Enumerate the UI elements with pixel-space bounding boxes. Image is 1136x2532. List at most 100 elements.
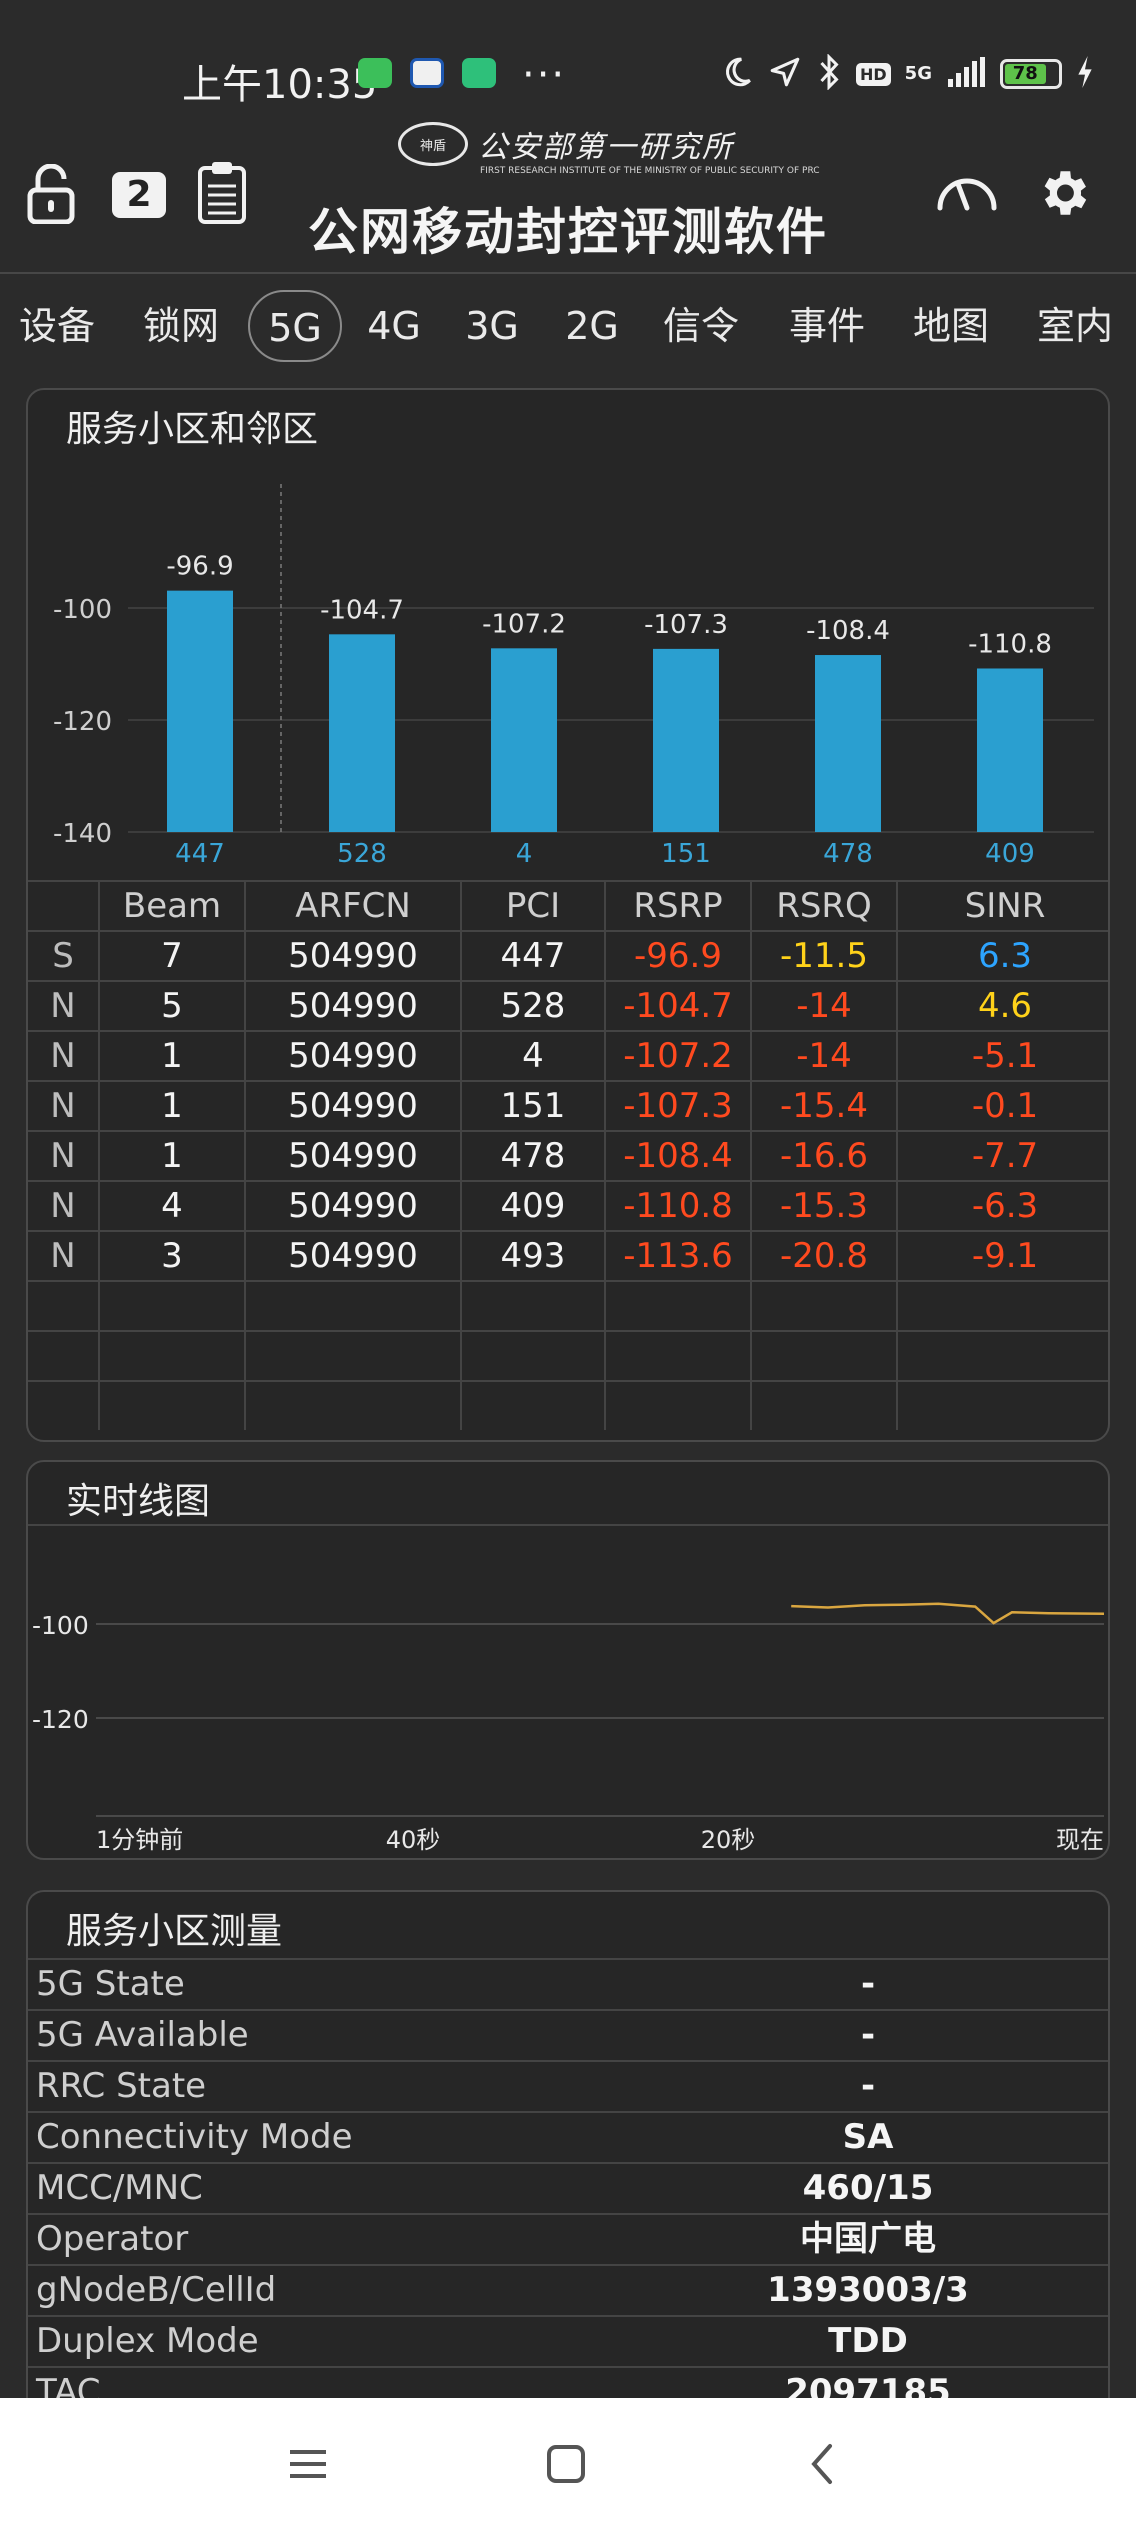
sim-badge-number: 2 [126,174,152,215]
table-row [28,1380,1108,1430]
measurement-value: - [860,2066,876,2106]
home-icon[interactable] [536,2434,596,2494]
sinr-cell: 4.6 [896,982,1108,1030]
serving-cell-measurement-panel: 服务小区测量 5G State - 5G Available - RRC State - C… [26,1890,1110,2410]
rsrp-cell: -107.3 [604,1082,750,1130]
rsrq-cell [750,1282,896,1330]
sinr-cell [896,1282,1108,1330]
column-header: RSRP [604,882,750,930]
status-icons: HD 5G 78 [720,50,1094,98]
measurement-value: TDD [828,2321,908,2361]
measurement-row: RRC State - [28,2060,1108,2111]
battery-level: 78 [1004,64,1046,84]
more-notifications-icon: ··· [522,52,567,98]
beam-cell: 1 [98,1132,244,1180]
tab-4g[interactable]: 4G [367,304,421,348]
rsrq-cell: -11.5 [750,932,896,980]
sinr-cell [896,1332,1108,1380]
clipboard-icon[interactable] [196,160,248,228]
measurement-value: - [860,2015,876,2055]
rsrq-cell: -15.4 [750,1082,896,1130]
arfcn-cell [244,1282,460,1330]
app-icon [410,58,444,88]
beam-cell [98,1332,244,1380]
back-icon[interactable] [794,2434,854,2494]
rank-cell: N [50,1236,76,1276]
y-tick-label: -120 [53,707,112,737]
x-tick-label: 现在 [1056,1826,1104,1854]
table-header-row: Beam ARFCN PCI RSRP RSRQ SINR [28,880,1108,930]
bar-value-label: -104.7 [320,595,404,625]
menu-icon[interactable] [278,2434,338,2494]
measurement-row: Duplex Mode TDD [28,2315,1108,2366]
rank-cell: N [50,986,76,1026]
gear-icon[interactable] [1034,164,1092,226]
column-header: ARFCN [244,882,460,930]
status-bar: 上午10:35 ··· HD 5G 78 [0,0,1136,140]
pci-cell [460,1282,604,1330]
rank-cell: N [50,1136,76,1176]
measurement-value: SA [842,2117,894,2157]
arfcn-cell [244,1332,460,1380]
pci-label: 4 [516,839,533,869]
beam-cell: 5 [98,982,244,1030]
tab-indoor[interactable]: 室内 [1036,304,1113,348]
tab-2g[interactable]: 2G [565,304,619,348]
measurement-label: Operator [36,2219,189,2259]
rsrp-bar [329,634,395,832]
table-row: S 7 504990 447 -96.9 -11.5 6.3 [28,930,1108,980]
pci-cell: 4 [460,1032,604,1080]
realtime-line-chart: -100 -120 1分钟前 40秒 20秒 现在 [28,1524,1108,1858]
y-tick-label: -120 [32,1705,89,1734]
arfcn-cell [244,1382,460,1430]
measurement-label: Duplex Mode [36,2321,259,2361]
table-row: N 1 504990 151 -107.3 -15.4 -0.1 [28,1080,1108,1130]
tab-bar: 设备 锁网 5G 4G 3G 2G 信令 事件 地图 室内 [0,290,1136,364]
x-tick-label: 40秒 [386,1826,441,1854]
wechat-icon [358,58,392,88]
y-tick-label: -100 [32,1611,89,1640]
y-tick-label: -140 [53,819,112,849]
signal-icon [946,57,986,91]
tab-device[interactable]: 设备 [18,304,95,348]
tab-events[interactable]: 事件 [788,304,865,348]
speedometer-icon[interactable] [934,166,1000,220]
tab-signaling[interactable]: 信令 [662,304,739,348]
tab-map[interactable]: 地图 [912,304,989,348]
column-header: Beam [98,882,244,930]
rank-cell: N [50,1186,76,1226]
unlock-icon[interactable] [26,163,76,228]
rsrp-bar [815,655,881,832]
table-row: N 4 504990 409 -110.8 -15.3 -6.3 [28,1180,1108,1230]
tab-lock-network[interactable]: 锁网 [142,304,219,348]
network-type: 5G [904,63,932,84]
hd-icon: HD [856,62,891,86]
rsrq-cell: -14 [750,982,896,1030]
logo-seal: 神盾 [398,122,468,166]
rank-cell: N [50,1086,76,1126]
beam-cell [98,1282,244,1330]
neighbor-cells-panel: 服务小区和邻区 -100 -120 -140 -96.9 447 -104.7 528 -10… [26,388,1110,1442]
bar-value-label: -107.3 [644,610,728,640]
tab-5g[interactable]: 5G [248,290,342,362]
rsrp-cell: -113.6 [604,1232,750,1280]
rank-cell [28,1382,98,1430]
sim-badge-icon[interactable]: 2 [112,172,166,218]
sinr-cell: 6.3 [896,932,1108,980]
panel-title: 服务小区测量 [66,1911,283,1952]
pci-cell [460,1332,604,1380]
pci-cell: 478 [460,1132,604,1180]
panel-title: 实时线图 [66,1481,211,1522]
sinr-cell: -6.3 [896,1182,1108,1230]
bar-value-label: -110.8 [968,629,1052,659]
measurement-row: MCC/MNC 460/15 [28,2162,1108,2213]
measurement-row: 5G State - [28,1958,1108,2009]
arfcn-cell: 504990 [244,1232,460,1280]
measurement-label: RRC State [36,2066,207,2106]
pci-cell: 409 [460,1182,604,1230]
institute-logo: 神盾 公安部第一研究所 [398,122,734,166]
sinr-cell: -0.1 [896,1082,1108,1130]
pci-label: 447 [175,839,225,869]
measurement-label: Connectivity Mode [36,2117,353,2157]
tab-3g[interactable]: 3G [465,304,519,348]
